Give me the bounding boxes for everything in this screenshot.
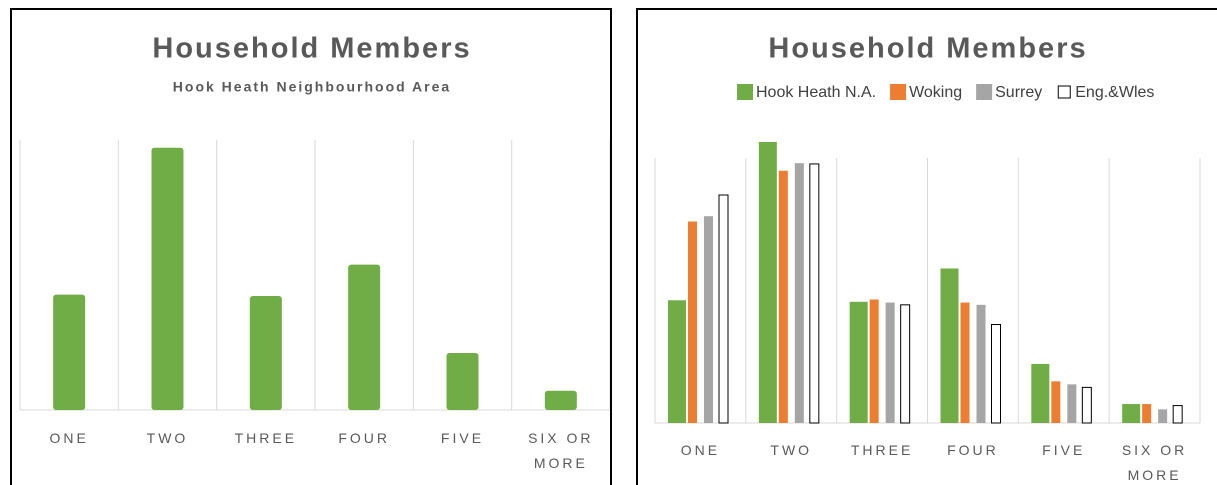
legend-label: Hook Heath N.A. [756, 84, 876, 101]
bar [1122, 404, 1141, 423]
bar [900, 304, 911, 424]
chart-subtitle: Hook Heath Neighbourhood Area [173, 79, 451, 95]
x-tick-label: SIX OR MORE [528, 430, 594, 471]
bar [869, 299, 879, 423]
bar [885, 302, 895, 423]
bar [668, 300, 686, 423]
x-tick-label: FIVE [1042, 442, 1086, 458]
chart-title: Household Members [768, 33, 1087, 65]
bar [1172, 405, 1183, 424]
bar [794, 163, 804, 424]
bar [758, 141, 777, 423]
x-tick-label: FOUR [947, 442, 999, 458]
chart-panel: Household Members Hook Heath N.A. Woking Su… [636, 8, 1217, 485]
x-tick-label: TWO [770, 442, 813, 458]
legend-swatch [1057, 85, 1071, 99]
bar [1031, 363, 1050, 423]
bar [1142, 404, 1152, 423]
bar [249, 296, 282, 410]
bar [688, 221, 697, 423]
bar [53, 294, 86, 410]
bar [446, 353, 479, 410]
bar [778, 170, 788, 423]
bar [809, 163, 820, 424]
x-tick-label: FIVE [440, 430, 485, 446]
chart: Household Members Hook Heath N.A. Woking Su… [654, 33, 1201, 424]
bar [1067, 384, 1077, 423]
bar [704, 216, 713, 423]
bar [976, 304, 986, 423]
legend-label: Woking [909, 84, 962, 101]
x-tick-label: FOUR [338, 430, 390, 446]
legend-label: Eng.&Wles [1075, 84, 1154, 101]
bar [718, 194, 729, 424]
bar [1158, 409, 1168, 423]
bar [1051, 381, 1061, 423]
bar [1081, 386, 1092, 424]
bar [544, 390, 577, 410]
x-tick-label: THREE [234, 430, 298, 446]
bar [991, 324, 1001, 424]
chart-panel: Household Members Hook Heath Neighbourhoo… [10, 8, 612, 485]
legend-label: Surrey [995, 84, 1042, 101]
x-tick-label: SIX OR MORE [1121, 442, 1188, 483]
bar [151, 147, 184, 411]
chart-title: Household Members [152, 33, 471, 65]
bar [849, 301, 868, 423]
chart: Household Members Hook Heath Neighbourhoo… [19, 33, 610, 411]
x-tick-label: TWO [146, 430, 189, 446]
x-tick-label: ONE [680, 442, 721, 458]
legend-swatch [890, 84, 907, 100]
x-tick-label: THREE [850, 442, 914, 458]
x-tick-label: ONE [49, 430, 89, 446]
bar [348, 264, 381, 410]
legend-swatch [976, 84, 993, 100]
bar [960, 302, 970, 423]
legend-swatch [737, 84, 753, 100]
bar [940, 268, 959, 423]
